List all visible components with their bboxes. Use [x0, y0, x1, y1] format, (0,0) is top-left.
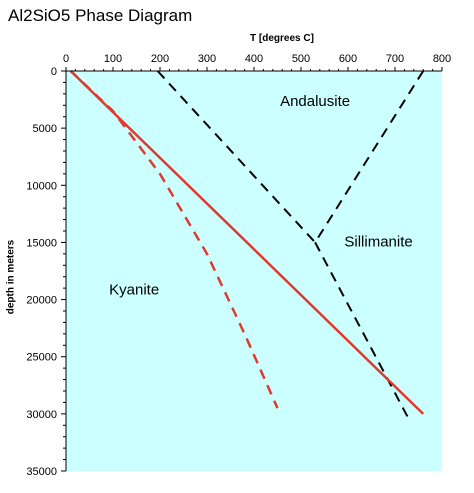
black-dashed-line-0 — [156, 70, 316, 244]
y-tick-label: 35000 — [26, 466, 57, 478]
x-tick-label: 600 — [339, 53, 357, 65]
x-tick-label: 300 — [198, 53, 216, 65]
x-tick-label: 800 — [433, 53, 451, 65]
y-axis-ticks: 0 5000 10000 15000 20000 25000 30000 35000 — [26, 66, 66, 478]
x-tick-label: 200 — [151, 53, 169, 65]
y-tick-label: 5000 — [33, 123, 57, 135]
region-label-andalusite: Andalusite — [280, 93, 350, 110]
y-axis-title: depth in meters — [6, 239, 17, 314]
y-tick-label: 20000 — [26, 295, 57, 307]
x-axis-title: T [degrees C] — [250, 33, 314, 44]
y-tick-label: 15000 — [26, 237, 57, 249]
region-label-sillimanite: Sillimanite — [344, 233, 412, 250]
x-axis-ticks: 0 100 200 300 400 500 600 700 800 — [63, 53, 451, 71]
x-tick-label: 0 — [63, 53, 69, 65]
chart-title: Al2SiO5 Phase Diagram — [8, 6, 193, 25]
x-tick-label: 100 — [104, 53, 122, 65]
red-solid-line-3 — [69, 70, 425, 415]
region-labels: Andalusite Sillimanite Kyanite — [109, 93, 413, 299]
x-tick-label: 700 — [386, 53, 404, 65]
x-tick-label: 500 — [292, 53, 310, 65]
y-tick-label: 30000 — [26, 409, 57, 421]
red-dashed-line-4 — [69, 70, 279, 409]
x-tick-label: 400 — [245, 53, 263, 65]
y-tick-label: 0 — [51, 66, 57, 78]
plot-background — [66, 71, 442, 471]
y-tick-label: 25000 — [26, 352, 57, 364]
series-layer — [69, 70, 425, 421]
y-tick-label: 10000 — [26, 180, 57, 192]
region-label-kyanite: Kyanite — [109, 281, 159, 298]
